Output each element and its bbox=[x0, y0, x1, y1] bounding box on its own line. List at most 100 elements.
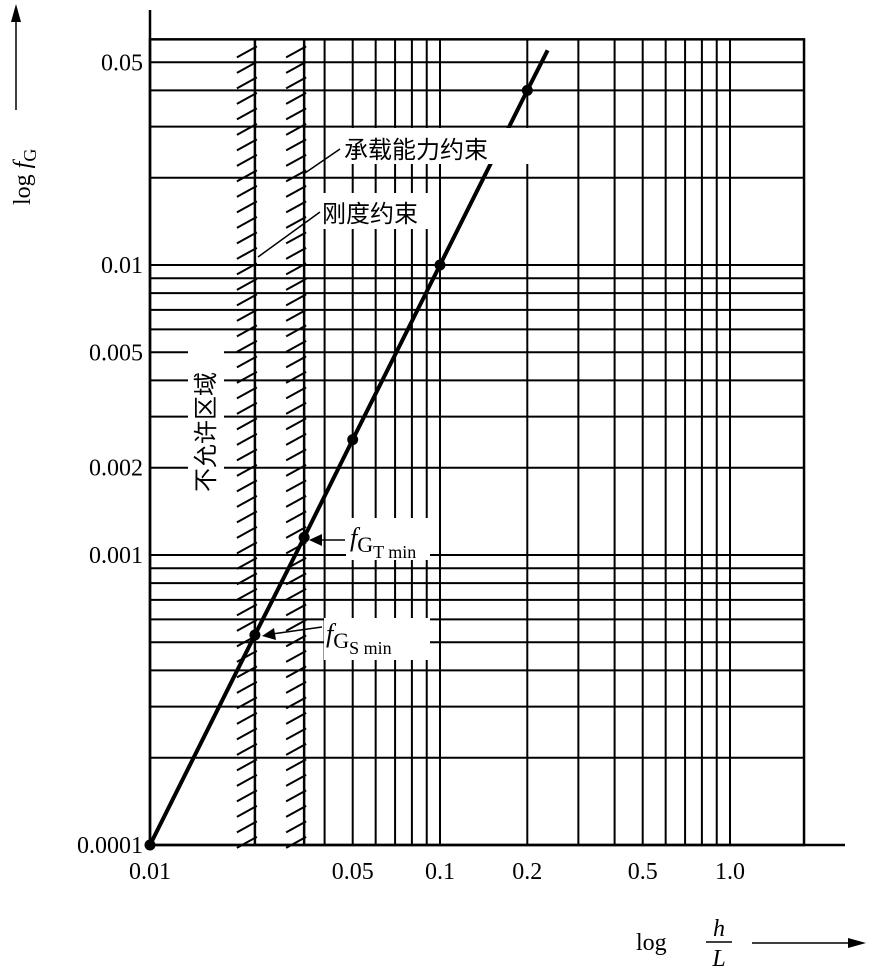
hatch-mark bbox=[236, 541, 258, 555]
label-bg bbox=[318, 193, 438, 229]
hatch-mark bbox=[285, 494, 307, 508]
hatch-mark bbox=[285, 711, 307, 725]
data-point bbox=[521, 84, 533, 96]
hatch-mark bbox=[285, 742, 307, 756]
hatch-mark bbox=[285, 355, 307, 369]
hatch-mark bbox=[285, 727, 307, 741]
hatch-mark bbox=[236, 91, 258, 105]
svg-text:logfG: log fG bbox=[10, 149, 40, 205]
stiffness-constraint-label: 刚度约束 bbox=[322, 201, 418, 228]
y-label-var: f bbox=[10, 158, 36, 168]
hatch-mark bbox=[285, 696, 307, 710]
y-tick-label: 0.0001 bbox=[77, 833, 143, 859]
label-bg bbox=[346, 518, 430, 560]
fgs-min-label: fGS min bbox=[326, 619, 392, 658]
hatch-mark bbox=[236, 355, 258, 369]
hatch-mark bbox=[285, 773, 307, 787]
hatch-mark bbox=[236, 153, 258, 167]
x-tick-label: 0.5 bbox=[628, 859, 658, 885]
label-bg bbox=[340, 128, 530, 164]
hatch-mark bbox=[236, 138, 258, 152]
hatch-mark bbox=[285, 76, 307, 90]
hatch-mark bbox=[236, 184, 258, 198]
hatch-mark bbox=[236, 680, 258, 694]
hatch-mark bbox=[285, 153, 307, 167]
hatch-mark bbox=[285, 138, 307, 152]
plot-frame bbox=[148, 10, 845, 847]
arrow-head-icon bbox=[262, 628, 276, 640]
label-bg bbox=[324, 618, 430, 660]
hatch-mark bbox=[236, 231, 258, 245]
hatch-mark bbox=[285, 634, 307, 648]
x-label-denominator: L bbox=[711, 946, 725, 972]
hatch-mark bbox=[285, 339, 307, 353]
hatch-mark bbox=[285, 789, 307, 803]
x-tick-label: 0.2 bbox=[512, 859, 542, 885]
hatch-mark bbox=[285, 401, 307, 415]
hatch-mark bbox=[236, 494, 258, 508]
hatch-mark bbox=[285, 246, 307, 260]
hatch-mark bbox=[236, 463, 258, 477]
hatch-mark bbox=[236, 432, 258, 446]
hatch-mark bbox=[285, 122, 307, 136]
hatch-mark bbox=[285, 587, 307, 601]
hatch-mark bbox=[236, 277, 258, 291]
hatch-mark bbox=[236, 45, 258, 59]
hatch-mark bbox=[285, 262, 307, 276]
hatch-mark bbox=[236, 76, 258, 90]
hatch-mark bbox=[236, 572, 258, 586]
x-tick-label: 0.05 bbox=[332, 859, 374, 885]
arrow-head-icon bbox=[309, 534, 322, 546]
hatch-mark bbox=[285, 680, 307, 694]
hatch-mark bbox=[285, 603, 307, 617]
hatch-mark bbox=[285, 231, 307, 245]
forbidden-region-label: 不允许区域 bbox=[193, 372, 220, 492]
hatch-mark bbox=[236, 618, 258, 632]
hatch-mark bbox=[285, 804, 307, 818]
hatch-mark bbox=[236, 556, 258, 570]
hatch-mark bbox=[285, 649, 307, 663]
hatch-mark bbox=[285, 370, 307, 384]
constraint-lines bbox=[236, 39, 307, 849]
hatch-mark bbox=[236, 386, 258, 400]
hatch-mark bbox=[236, 448, 258, 462]
hatch-mark bbox=[236, 308, 258, 322]
y-tick-label: 0.05 bbox=[101, 50, 143, 76]
hatch-mark bbox=[236, 60, 258, 74]
hatch-mark bbox=[285, 215, 307, 229]
annotations: 承载能力约束 刚度约束 不允许区域 fGT min fGS min bbox=[188, 128, 530, 660]
hatch-mark bbox=[285, 324, 307, 338]
data-point bbox=[347, 434, 359, 446]
hatch-mark bbox=[236, 107, 258, 121]
hatch-mark bbox=[285, 758, 307, 772]
hatch-mark bbox=[236, 262, 258, 276]
hatch-mark bbox=[285, 386, 307, 400]
hatch-mark bbox=[236, 215, 258, 229]
hatch-mark bbox=[236, 603, 258, 617]
hatch-mark bbox=[236, 758, 258, 772]
x-label-numerator: h bbox=[713, 916, 725, 942]
hatch-mark bbox=[236, 727, 258, 741]
hatch-mark bbox=[285, 308, 307, 322]
hatch-mark bbox=[236, 479, 258, 493]
hatch-mark bbox=[285, 820, 307, 834]
arrow-up-icon bbox=[11, 4, 21, 22]
hatch-mark bbox=[236, 510, 258, 524]
hatch-mark bbox=[236, 773, 258, 787]
y-axis-title: log fG bbox=[10, 4, 40, 205]
hatch-mark bbox=[285, 60, 307, 74]
hatch-mark bbox=[236, 169, 258, 183]
hatch-mark bbox=[236, 587, 258, 601]
x-tick-label: 0.1 bbox=[425, 859, 455, 885]
hatch-mark bbox=[236, 324, 258, 338]
hatch-mark bbox=[285, 618, 307, 632]
data-point bbox=[298, 531, 310, 543]
hatch-mark bbox=[285, 293, 307, 307]
arrow-right-icon bbox=[848, 938, 866, 948]
hatch-mark bbox=[285, 107, 307, 121]
x-label-prefix: log bbox=[636, 930, 667, 956]
grid bbox=[150, 39, 805, 845]
hatch-mark bbox=[236, 293, 258, 307]
hatch-mark bbox=[285, 463, 307, 477]
